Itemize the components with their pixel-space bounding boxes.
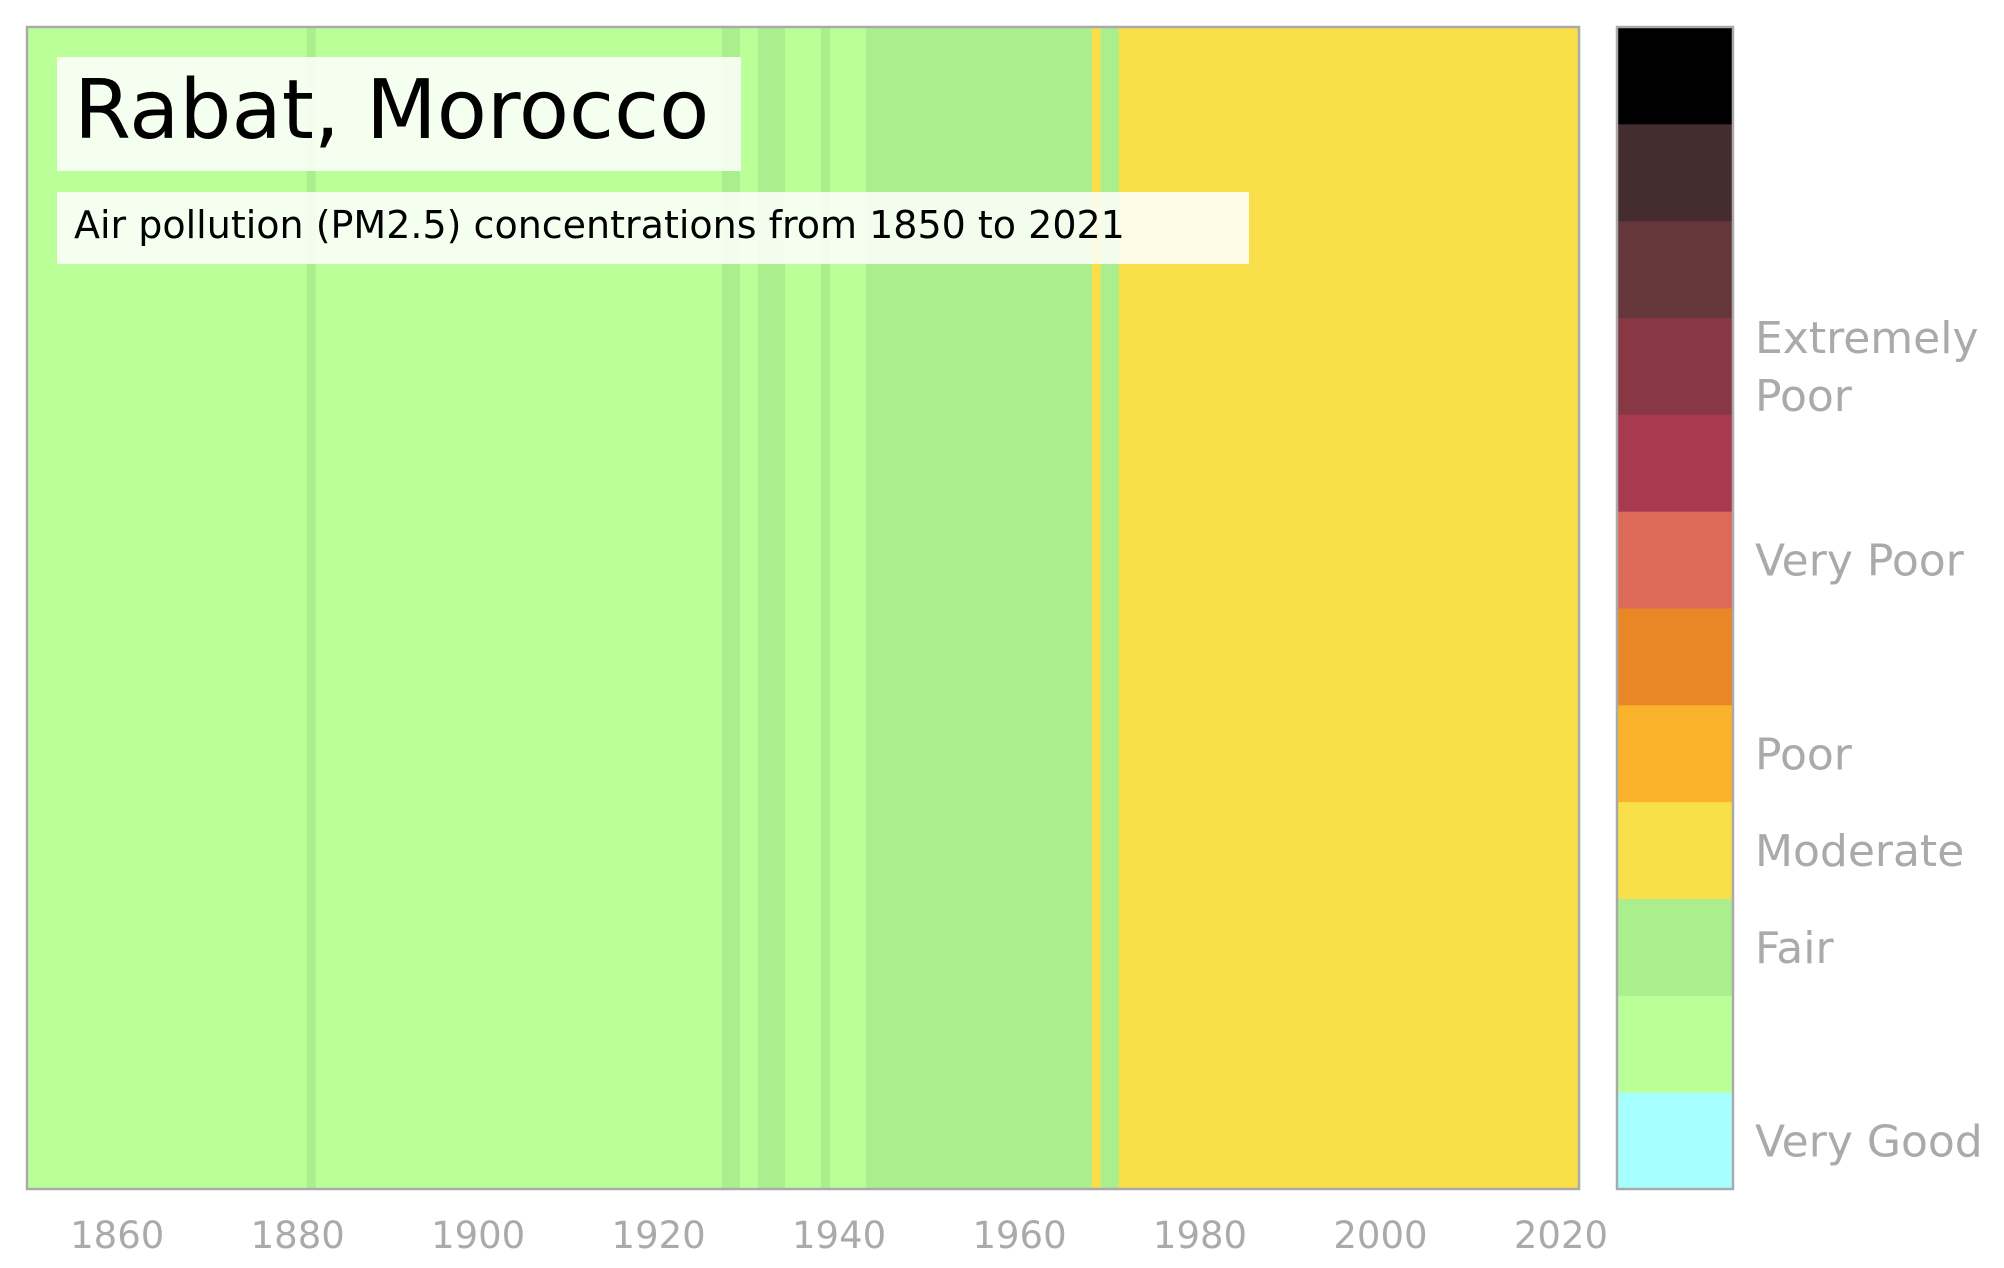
colorbar-band-0 xyxy=(1617,1092,1733,1190)
colorbar-band-7 xyxy=(1617,414,1733,512)
x-tick-label: 2000 xyxy=(1333,1214,1427,1257)
colorbar-label: Very Poor xyxy=(1755,536,1965,587)
colorbar-label: Fair xyxy=(1755,923,1834,974)
x-tick-label: 1900 xyxy=(431,1214,525,1257)
colorbar-labels: Very Good Fair Moderate Poor Very Poor Extrem… xyxy=(1755,313,1983,1168)
colorbar-label: Very Good xyxy=(1755,1117,1983,1168)
x-tick-label: 1960 xyxy=(972,1214,1066,1257)
x-tick-label: 1940 xyxy=(792,1214,886,1257)
x-tick-label: 2020 xyxy=(1514,1214,1608,1257)
stripe-11 xyxy=(1100,27,1120,1189)
x-tick-label: 1860 xyxy=(70,1214,164,1257)
x-tick-label: 1880 xyxy=(251,1214,345,1257)
colorbar-band-6 xyxy=(1617,511,1733,609)
subtitle-box: Air pollution (PM2.5) concentrations fro… xyxy=(57,192,1249,264)
colorbar-label: Poor xyxy=(1755,729,1853,780)
colorbar-band-10 xyxy=(1617,123,1733,222)
colorbar-band-8 xyxy=(1617,317,1733,415)
colorbar-frame xyxy=(1615,25,1735,1191)
subtitle-background xyxy=(57,192,1249,264)
stripe-7 xyxy=(821,27,831,1189)
colorbar-band-3 xyxy=(1617,801,1733,899)
stripe-10 xyxy=(1091,27,1102,1189)
chart-title: Rabat, Morocco xyxy=(74,63,709,158)
colorbar-band-2 xyxy=(1617,898,1733,996)
colorbar-band-11 xyxy=(1617,27,1733,125)
colorbar-label: Extremely Poor xyxy=(1755,313,1978,422)
colorbar xyxy=(1617,27,1733,1190)
chart-subtitle: Air pollution (PM2.5) concentrations fro… xyxy=(74,203,1125,247)
title-background xyxy=(57,57,741,171)
stripe-4 xyxy=(739,27,759,1189)
colorbar-band-5 xyxy=(1617,608,1733,706)
x-axis: 1860 1880 1900 1920 1940 1960 1980 2000 2020 xyxy=(70,1214,1608,1257)
x-tick-label: 1920 xyxy=(612,1214,706,1257)
colorbar-label: Moderate xyxy=(1755,826,1964,877)
plot-frame xyxy=(25,25,1581,1191)
colorbar-band-1 xyxy=(1617,995,1733,1093)
colorbar-band-9 xyxy=(1617,220,1733,318)
colorbar-band-4 xyxy=(1617,704,1733,803)
stripe-1 xyxy=(306,27,317,1189)
stripe-3 xyxy=(721,27,741,1189)
title-box: Rabat, Morocco xyxy=(57,57,741,171)
x-tick-label: 1980 xyxy=(1153,1214,1247,1257)
